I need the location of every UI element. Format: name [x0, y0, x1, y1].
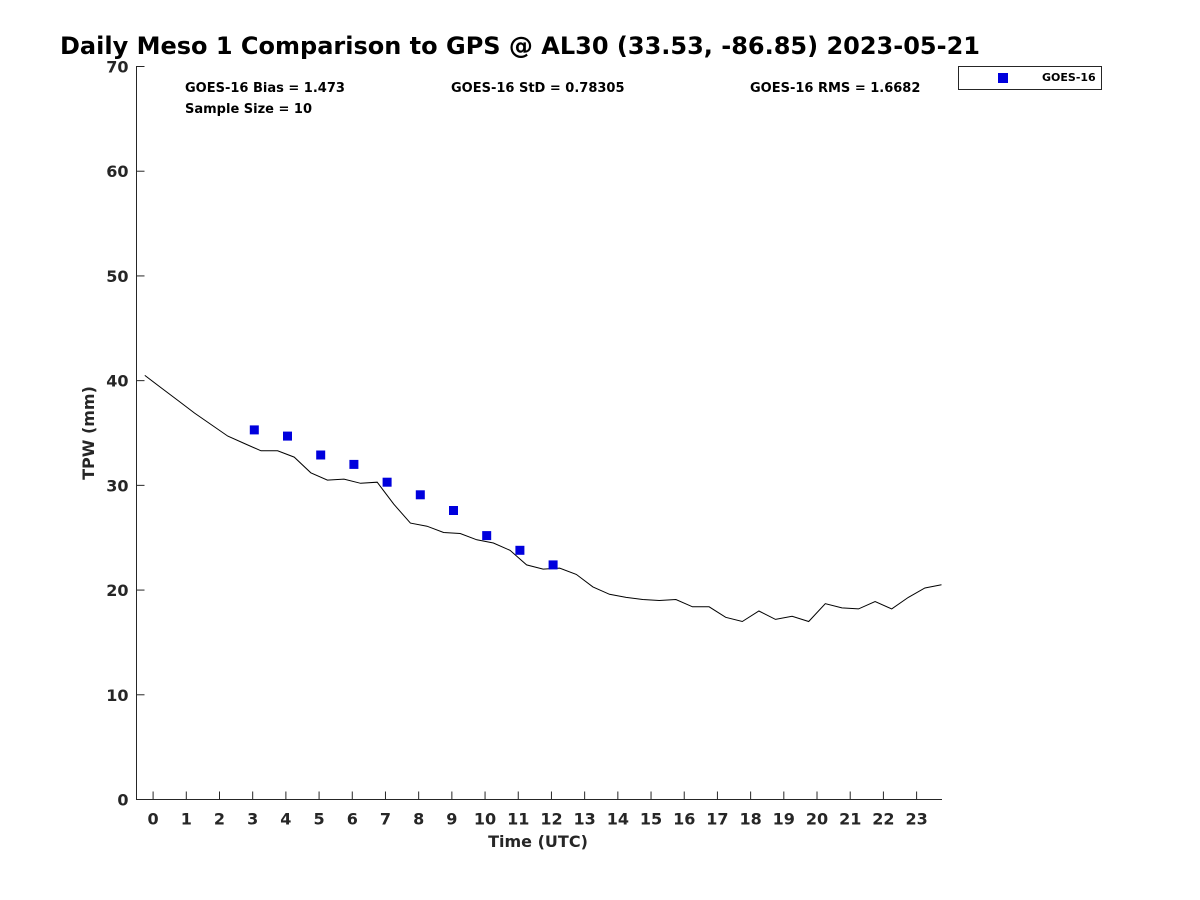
- goes16-point: [548, 560, 558, 570]
- goes16-point: [482, 531, 492, 541]
- stat-sample-size: Sample Size = 10: [185, 102, 312, 117]
- goes16-point: [449, 506, 458, 515]
- goes16-point: [249, 425, 259, 435]
- x-tick-label: 9: [446, 810, 457, 829]
- x-tick-label: 5: [314, 810, 325, 829]
- y-tick-label: 60: [106, 162, 128, 181]
- x-tick-label: 3: [247, 810, 258, 829]
- x-tick-label: 22: [872, 810, 894, 829]
- stat-bias: GOES-16 Bias = 1.473: [185, 81, 345, 96]
- goes16-point: [382, 477, 392, 487]
- x-tick-label: 21: [839, 810, 861, 829]
- x-tick-label: 2: [214, 810, 225, 829]
- x-tick-label: 13: [574, 810, 596, 829]
- y-axis-label: TPW (mm): [79, 386, 98, 480]
- x-tick-label: 11: [507, 810, 529, 829]
- legend-box: [958, 66, 1102, 90]
- legend-label: GOES-16: [1042, 71, 1096, 84]
- goes16-point: [515, 545, 525, 555]
- x-tick-label: 12: [540, 810, 562, 829]
- stat-rms: GOES-16 RMS = 1.6682: [750, 81, 920, 96]
- x-tick-label: 0: [148, 810, 159, 829]
- goes16-point: [349, 459, 359, 469]
- y-tick-label: 10: [106, 686, 128, 705]
- chart-title: Daily Meso 1 Comparison to GPS @ AL30 (3…: [60, 32, 980, 60]
- x-ticks: 0 1 2 3 4 5 6 7 8 9 10 11 12 13 14 15 16 17 18 19 20 21 22 23: [148, 791, 928, 829]
- legend: GOES-16: [958, 66, 1102, 90]
- y-tick-label: 30: [106, 476, 128, 495]
- gps-line: [144, 375, 942, 623]
- x-axis-label: Time (UTC): [488, 832, 588, 851]
- goes16-point: [283, 431, 292, 441]
- x-tick-label: 17: [706, 810, 728, 829]
- y-tick-label: 50: [106, 267, 128, 286]
- x-tick-label: 7: [380, 810, 391, 829]
- x-tick-label: 18: [739, 810, 761, 829]
- x-tick-label: 4: [280, 810, 291, 829]
- x-tick-label: 8: [413, 810, 424, 829]
- y-tick-label: 70: [106, 58, 128, 77]
- legend-marker: [998, 73, 1008, 83]
- x-tick-label: 1: [181, 810, 192, 829]
- x-tick-label: 16: [673, 810, 695, 829]
- stat-std: GOES-16 StD = 0.78305: [451, 81, 625, 96]
- x-tick-label: 10: [474, 810, 496, 829]
- x-tick-label: 20: [806, 810, 828, 829]
- y-tick-label: 0: [117, 791, 128, 810]
- x-tick-label: 14: [607, 810, 629, 829]
- y-tick-label: 20: [106, 581, 128, 600]
- y-tick-label: 40: [106, 372, 128, 391]
- goes16-point: [316, 450, 326, 460]
- x-tick-label: 23: [905, 810, 927, 829]
- goes16-series: [249, 425, 558, 570]
- y-ticks: 0 10 20 30 40 50 60 70: [106, 58, 145, 810]
- plot-area: [136, 66, 942, 800]
- x-tick-label: 19: [773, 810, 795, 829]
- gps-series: [144, 375, 942, 623]
- x-tick-label: 15: [640, 810, 662, 829]
- x-tick-label: 6: [347, 810, 358, 829]
- goes16-point: [415, 490, 425, 500]
